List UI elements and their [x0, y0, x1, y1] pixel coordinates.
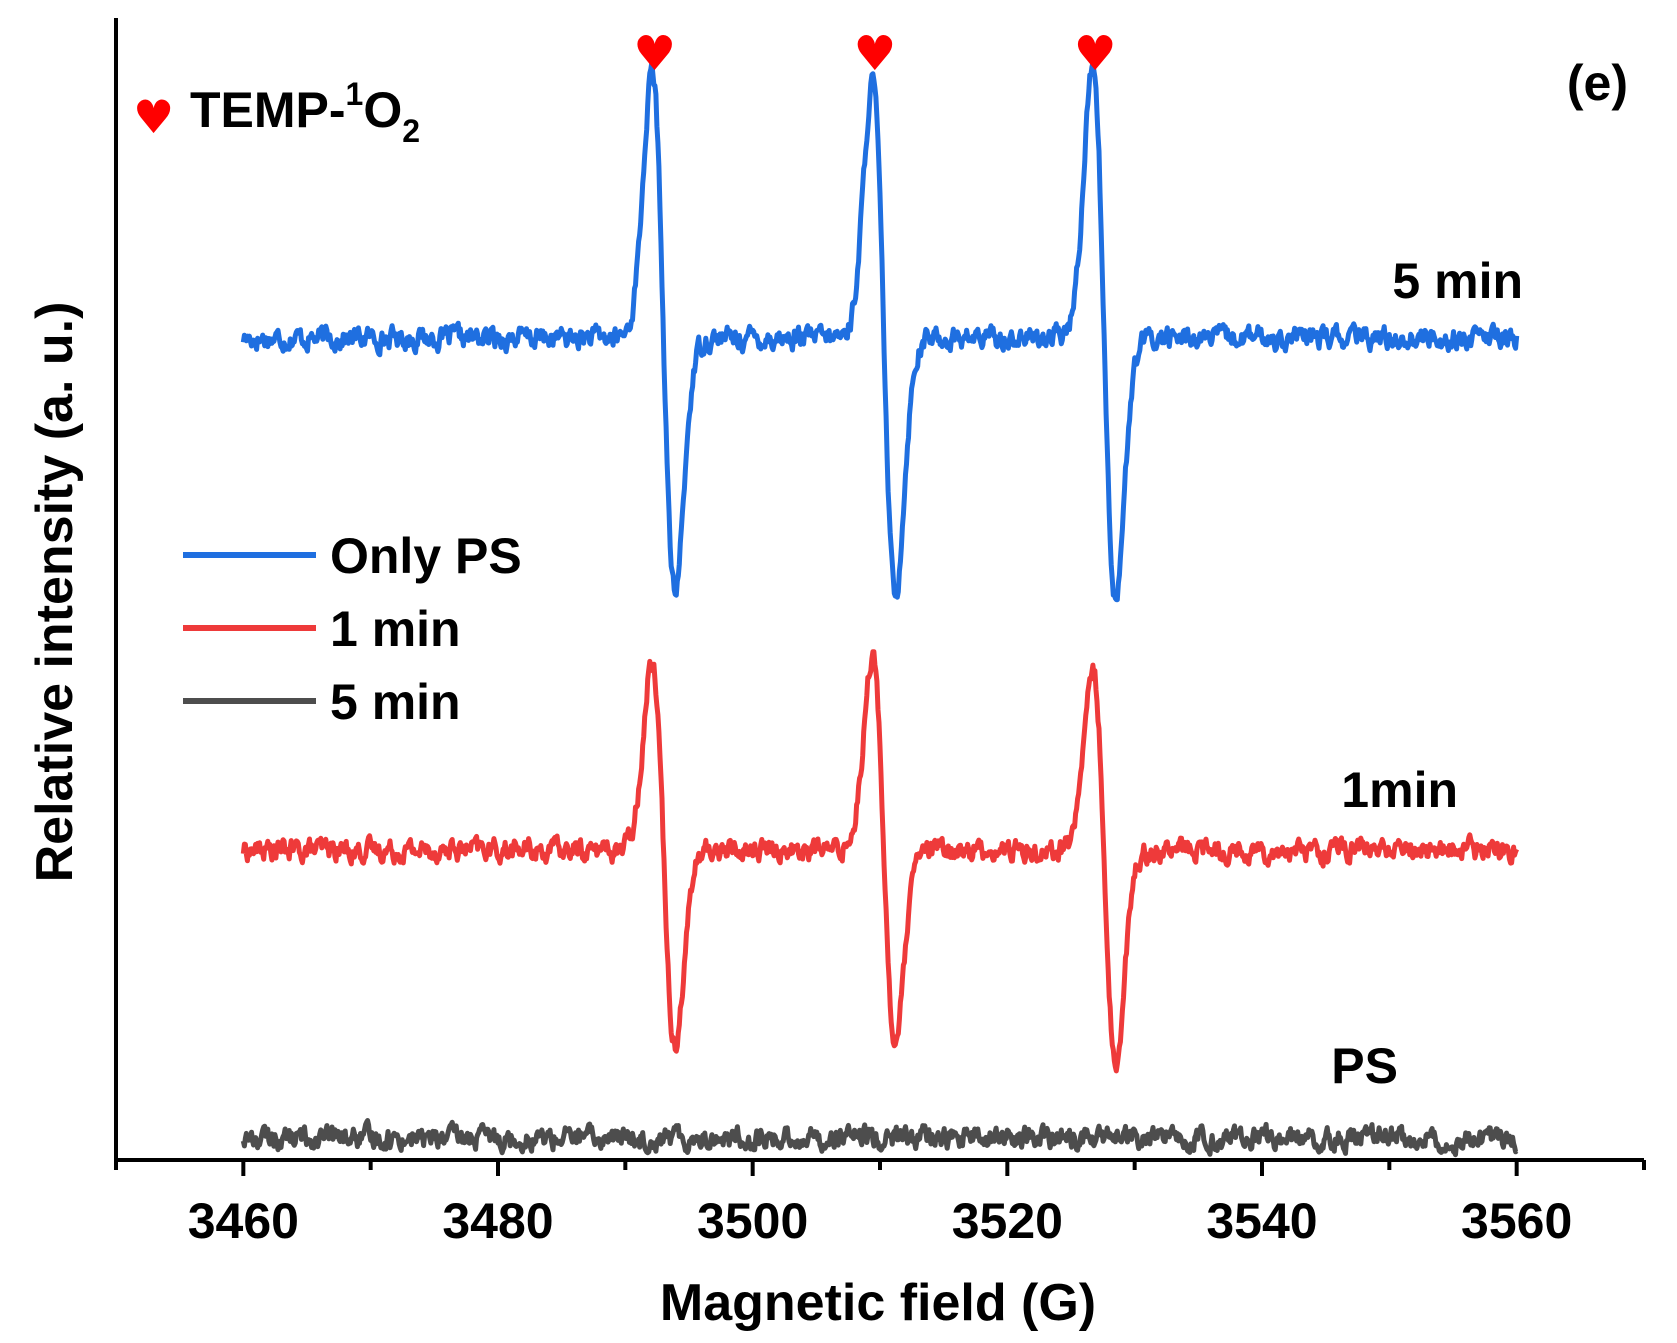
- x-tick-label: 3560: [1461, 1193, 1572, 1249]
- x-tick-label: 3500: [697, 1193, 808, 1249]
- x-tick-label: 3460: [188, 1193, 299, 1249]
- legend-label-only-ps: Only PS: [330, 528, 522, 584]
- trace-label-middle: 1min: [1341, 762, 1458, 818]
- trace-label-top: 5 min: [1392, 253, 1523, 309]
- marker-legend-o: O: [363, 82, 402, 138]
- marker-legend-sup: 1: [346, 76, 364, 112]
- series-line-1-min: [240, 649, 1519, 1074]
- panel-label: (e): [1567, 55, 1628, 111]
- series-legend: Only PS 1 min 5 min: [183, 528, 522, 730]
- x-tick-label: 3520: [952, 1193, 1063, 1249]
- peak-heart-icon: ♥: [853, 26, 896, 82]
- x-axis-title: Magnetic field (G): [660, 1274, 1096, 1332]
- legend-label-5-min: 5 min: [330, 674, 461, 730]
- series-line-only-ps: [240, 1118, 1519, 1158]
- marker-legend-label-text: TEMP-: [190, 82, 346, 138]
- trace-label-bottom: PS: [1331, 1038, 1398, 1094]
- legend-label-1-min: 1 min: [330, 601, 461, 657]
- series-line-5-min: [240, 60, 1520, 603]
- marker-legend-label: TEMP-1O2: [190, 76, 420, 149]
- marker-legend: ♥ TEMP-1O2: [133, 76, 420, 149]
- marker-legend-heart-icon: ♥: [133, 90, 174, 144]
- marker-legend-sub: 2: [402, 113, 420, 149]
- peak-heart-icon: ♥: [633, 26, 676, 82]
- series-layer: [240, 60, 1520, 1158]
- peak-markers: ♥ ♥ ♥: [633, 26, 1117, 82]
- x-ticks: 3460 3480 3500 3520 3540 3560: [114, 1160, 1646, 1249]
- x-tick-label: 3540: [1206, 1193, 1317, 1249]
- peak-heart-icon: ♥: [1074, 26, 1117, 82]
- y-axis-title: Relative intensity (a. u.): [26, 302, 84, 883]
- x-tick-label: 3480: [442, 1193, 553, 1249]
